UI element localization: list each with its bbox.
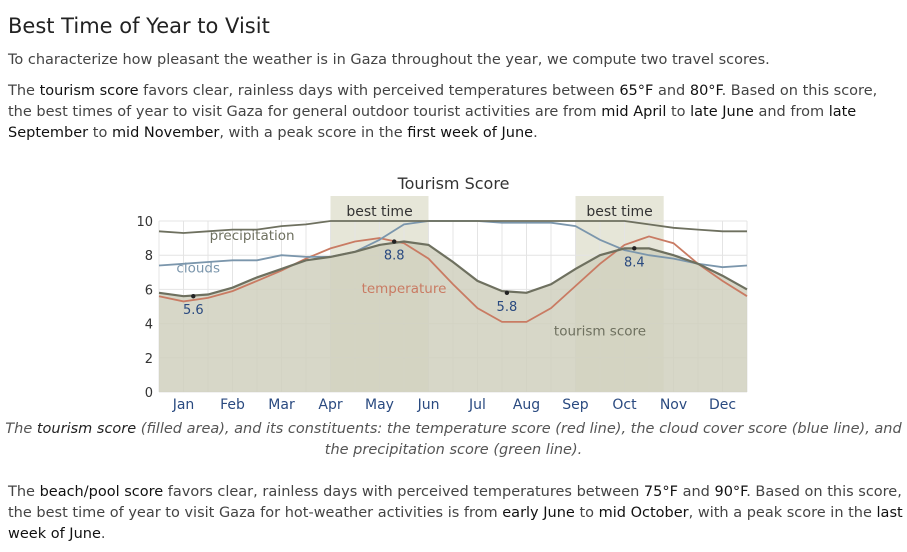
month-tick-label: Aug — [513, 397, 540, 413]
beach-paragraph: The beach/pool score favors clear, rainl… — [8, 482, 903, 545]
text-run: favors clear, rainless days with perceiv… — [138, 83, 620, 99]
annotation-label: 5.6 — [183, 303, 204, 318]
y-tick-label: 4 — [145, 318, 153, 333]
text-run: and — [677, 484, 715, 500]
text-run: The — [8, 484, 40, 500]
text-run: , with a peak score in the — [688, 505, 877, 521]
emphasized-text: mid November — [111, 125, 220, 141]
series-label: temperature — [362, 281, 447, 297]
emphasized-text: late June — [690, 104, 754, 120]
y-tick-label: 0 — [145, 386, 153, 401]
text-run: and from — [753, 104, 829, 120]
month-tick-label: Jun — [417, 397, 440, 413]
text-run: favors clear, rainless days with perceiv… — [163, 484, 644, 500]
emphasized-text: 90°F — [714, 484, 747, 500]
annotation-label: 8.8 — [384, 249, 405, 264]
emphasized-text: early June — [502, 505, 575, 521]
text-run: . — [533, 125, 538, 141]
month-tick-label: Jul — [468, 397, 486, 413]
page-heading: Best Time of Year to Visit — [8, 14, 270, 38]
emphasized-text: tourism score — [36, 421, 137, 437]
temperature-line — [158, 235, 748, 323]
annotation-point — [504, 290, 510, 296]
emphasized-text: late September — [8, 104, 857, 141]
emphasized-text: tourism score — [39, 83, 139, 99]
y-tick-label: 2 — [145, 352, 153, 367]
tourism-score-area — [159, 241, 747, 392]
tourism-paragraph: The tourism score favors clear, rainless… — [8, 81, 903, 144]
series-label: tourism score — [554, 324, 646, 340]
chart-title: Tourism Score — [397, 174, 510, 193]
month-tick-label: Oct — [612, 397, 637, 413]
text-run: , with a peak score in the — [219, 125, 408, 141]
emphasized-text: mid October — [598, 505, 689, 521]
best-time-label: best time — [346, 204, 412, 220]
text-run: to — [666, 104, 691, 120]
series-label: precipitation — [210, 228, 295, 244]
chart-caption: The tourism score (filled area), and its… — [0, 419, 907, 461]
emphasized-text: beach/pool score — [39, 484, 164, 500]
month-tick-label: Apr — [318, 397, 342, 413]
intro-paragraph: To characterize how pleasant the weather… — [8, 52, 770, 68]
month-tick-label: Jan — [172, 397, 195, 413]
month-tick-label: Mar — [268, 397, 295, 413]
text-run: . Based on this score, the best times of… — [8, 83, 878, 120]
emphasized-text: first week of June — [407, 125, 534, 141]
text-run: The — [8, 83, 40, 99]
text-run: (filled area), and its constituents: the… — [136, 421, 902, 458]
series-label: clouds — [176, 260, 220, 276]
text-run: and — [653, 83, 690, 99]
annotation-label: 5.8 — [497, 300, 518, 315]
emphasized-text: 65°F — [619, 83, 654, 99]
precipitation-line — [158, 220, 747, 234]
best-time-label: best time — [586, 204, 652, 220]
text-run: to — [574, 505, 599, 521]
annotation-label: 8.4 — [624, 255, 645, 270]
y-tick-label: 10 — [136, 215, 153, 230]
annotation-point — [191, 294, 196, 299]
text-run: The — [5, 421, 37, 437]
month-tick-label: Dec — [709, 397, 736, 413]
emphasized-text: 75°F — [643, 484, 678, 500]
text-run: . — [100, 526, 106, 542]
text-run: . Based on this score, the best time of … — [8, 484, 902, 521]
month-tick-label: Nov — [660, 397, 687, 413]
emphasized-text: last week of June — [8, 505, 903, 542]
y-tick-label: 8 — [145, 249, 153, 264]
month-tick-label: Sep — [562, 397, 589, 413]
emphasized-text: mid April — [601, 104, 667, 120]
month-tick-label: May — [365, 397, 394, 413]
annotation-point — [632, 246, 637, 251]
annotation-point — [392, 239, 397, 244]
month-tick-label: Feb — [220, 397, 245, 413]
text-run: to — [88, 125, 112, 141]
tourism-score-line — [158, 240, 748, 298]
y-tick-label: 6 — [145, 283, 153, 298]
emphasized-text: 80°F — [689, 83, 722, 99]
